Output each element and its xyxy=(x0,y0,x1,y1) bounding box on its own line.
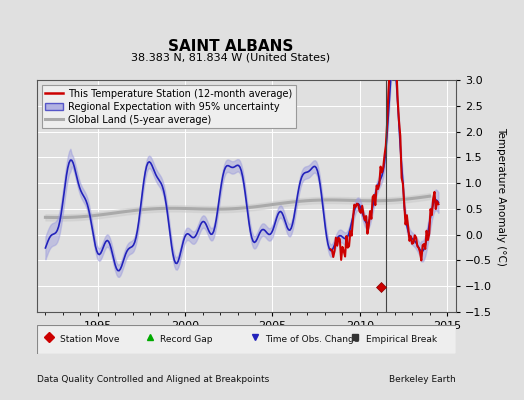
Text: Empirical Break: Empirical Break xyxy=(366,335,437,344)
Y-axis label: Temperature Anomaly (°C): Temperature Anomaly (°C) xyxy=(496,126,506,266)
Text: Station Move: Station Move xyxy=(60,335,119,344)
FancyBboxPatch shape xyxy=(37,325,456,354)
Text: Data Quality Controlled and Aligned at Breakpoints: Data Quality Controlled and Aligned at B… xyxy=(37,375,269,384)
Text: 38.383 N, 81.834 W (United States): 38.383 N, 81.834 W (United States) xyxy=(131,52,330,62)
Legend: This Temperature Station (12-month average), Regional Expectation with 95% uncer: This Temperature Station (12-month avera… xyxy=(41,85,296,128)
Text: Berkeley Earth: Berkeley Earth xyxy=(389,375,456,384)
Text: SAINT ALBANS: SAINT ALBANS xyxy=(168,39,293,54)
Text: Record Gap: Record Gap xyxy=(160,335,213,344)
Text: Time of Obs. Change: Time of Obs. Change xyxy=(265,335,359,344)
